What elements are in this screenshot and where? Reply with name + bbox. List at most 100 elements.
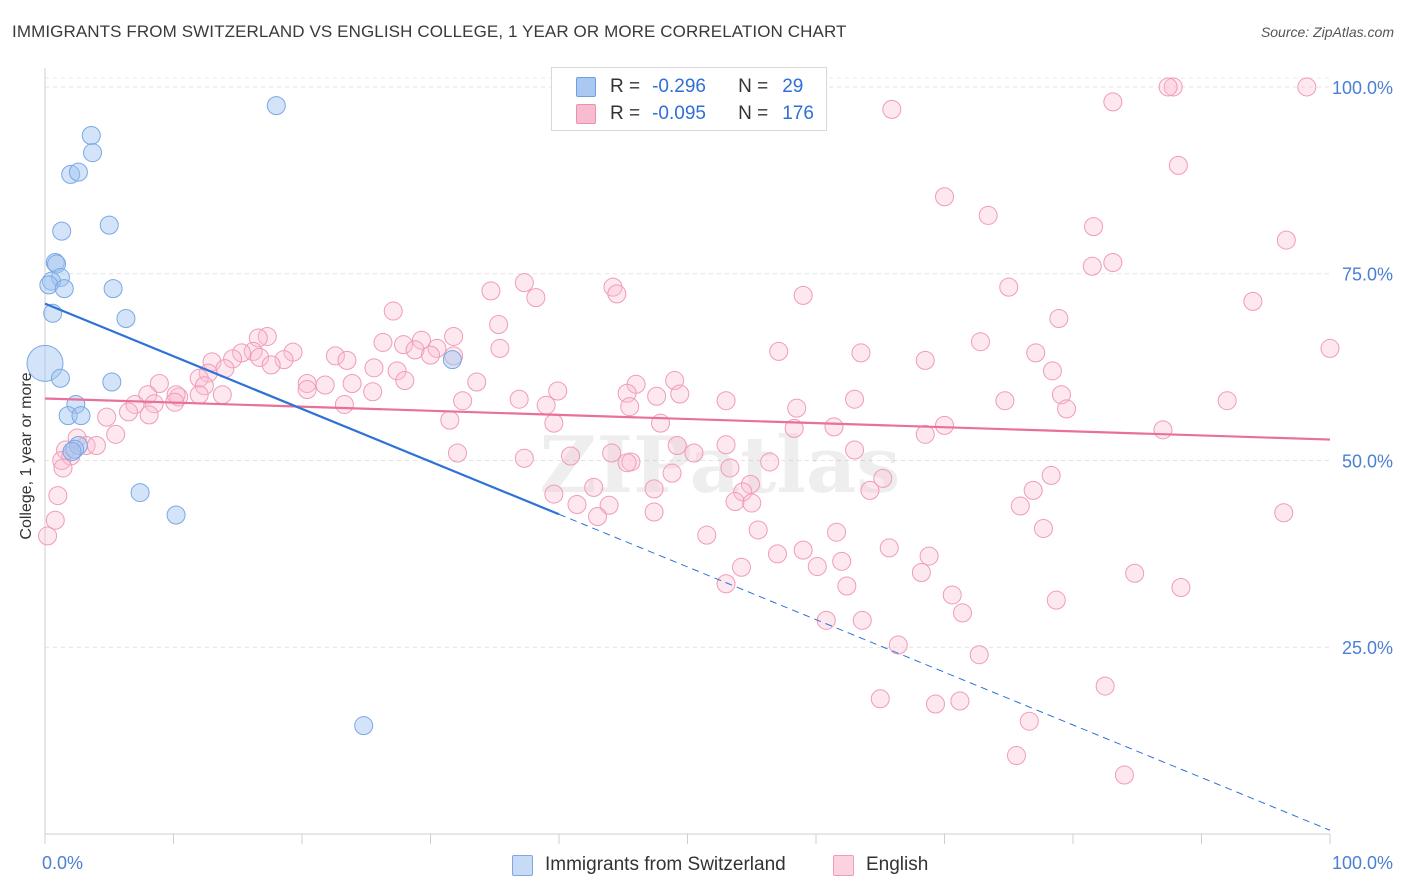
switzerland-point <box>50 368 70 388</box>
english-point <box>845 389 865 409</box>
english-point <box>453 391 473 411</box>
english-point <box>490 338 510 358</box>
english-point <box>440 410 460 430</box>
english-point <box>617 453 637 473</box>
english-point <box>942 585 962 605</box>
switzerland-point <box>81 126 101 145</box>
english-point <box>509 389 529 409</box>
english-point <box>1274 503 1294 523</box>
english-point <box>827 522 847 542</box>
legend-n-value: 29 <box>782 76 804 97</box>
switzerland-point <box>166 505 186 525</box>
english-point <box>1171 577 1191 597</box>
english-point <box>544 413 564 433</box>
english-point <box>544 484 564 504</box>
english-point <box>832 551 852 571</box>
english-point <box>915 424 935 444</box>
english-point <box>97 407 117 427</box>
switzerland-point <box>442 350 462 370</box>
english-point <box>720 458 740 478</box>
english-point <box>602 443 622 463</box>
english-point <box>364 358 384 378</box>
english-point <box>852 610 872 630</box>
english-point <box>514 448 534 468</box>
switzerland-trend-line <box>44 302 560 516</box>
switzerland-trend-extension <box>558 513 1331 831</box>
english-point <box>742 493 762 513</box>
english-point <box>1006 746 1026 766</box>
english-point <box>851 343 871 363</box>
english-point <box>383 301 403 321</box>
switzerland-point <box>62 442 82 462</box>
english-point <box>1320 338 1340 358</box>
y-tick-label: 75.0% <box>1342 265 1393 285</box>
switzerland-point <box>61 164 81 184</box>
legend-n-label: N = <box>738 103 769 124</box>
english-point <box>274 350 294 370</box>
english-point <box>1049 309 1069 329</box>
english-point <box>644 479 664 499</box>
english-point <box>38 526 58 546</box>
english-point <box>607 284 627 304</box>
switzerland-point <box>130 483 150 503</box>
english-point <box>144 394 164 414</box>
english-point <box>995 391 1015 411</box>
bottom-legend-swatch-english <box>833 854 854 876</box>
english-point <box>1042 361 1062 381</box>
legend-r-label: R = <box>610 76 641 97</box>
english-point <box>1041 465 1061 485</box>
english-point <box>926 694 946 714</box>
english-point <box>882 99 902 119</box>
legend-n-label: N = <box>738 76 769 97</box>
switzerland-point <box>52 221 72 241</box>
english-point <box>342 374 362 394</box>
watermark: ZIPatlas <box>540 420 901 511</box>
english-point <box>536 395 556 415</box>
english-point <box>1010 496 1030 516</box>
english-point <box>1125 563 1145 583</box>
english-point <box>395 371 415 391</box>
legend-swatch-english <box>576 104 596 124</box>
english-point <box>467 372 487 392</box>
english-point <box>1103 253 1123 272</box>
english-point <box>978 205 998 225</box>
english-point <box>915 350 935 370</box>
english-point <box>793 540 813 560</box>
english-point <box>194 376 214 396</box>
switzerland-point <box>354 716 374 736</box>
english-point <box>950 691 970 711</box>
english-point <box>716 435 736 455</box>
english-point <box>394 335 414 355</box>
english-point <box>250 347 270 367</box>
english-point <box>952 603 972 623</box>
english-point <box>125 394 145 414</box>
english-point <box>514 273 534 293</box>
english-point <box>824 417 844 437</box>
legend-row-switzerland: R = -0.296 N = 29 <box>552 74 803 100</box>
english-point <box>139 405 159 425</box>
x-tick-label: 100.0% <box>1332 853 1393 873</box>
english-point <box>1023 480 1043 500</box>
english-point <box>1082 256 1102 276</box>
legend-r-label: R = <box>610 103 641 124</box>
english-point <box>1084 217 1104 237</box>
bottom-legend-label: Immigrants from Switzerland <box>545 854 786 875</box>
switzerland-point <box>116 309 136 329</box>
english-point <box>189 385 209 405</box>
x-tick-label: 0.0% <box>42 853 83 873</box>
bottom-legend-switzerland: Immigrants from Switzerland <box>512 852 786 878</box>
english-point <box>935 187 954 207</box>
y-tick-label: 100.0% <box>1332 78 1393 98</box>
english-point <box>725 492 745 512</box>
english-point <box>1153 420 1173 440</box>
english-point <box>731 557 751 577</box>
switzerland-point <box>102 372 122 392</box>
english-point <box>793 285 813 305</box>
stats-legend: R = -0.296 N = 29 R = -0.095 N = 176 <box>551 67 827 131</box>
english-point <box>837 576 857 596</box>
english-point <box>588 507 608 526</box>
english-point <box>684 443 704 463</box>
english-point <box>873 468 893 488</box>
english-point <box>212 385 232 405</box>
english-point <box>1051 385 1071 405</box>
